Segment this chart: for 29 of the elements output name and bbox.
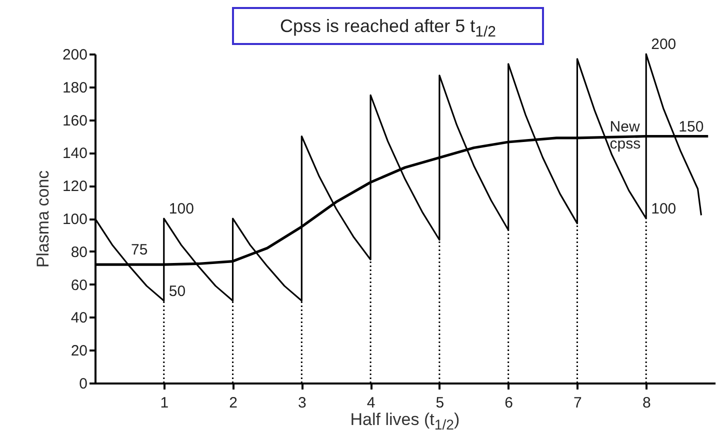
annotation: 100 [651, 200, 676, 218]
y-tick-label: 60 [70, 276, 88, 294]
x-tick-label: 5 [436, 394, 444, 412]
annotation: 200 [651, 36, 676, 53]
x-tick-label: 7 [574, 394, 582, 412]
annotation: 50 [168, 282, 186, 300]
annotation: 75 [131, 242, 148, 259]
y-tick-label: 40 [70, 310, 88, 327]
y-tick-label: 120 [62, 178, 88, 196]
chart-title: Cpss is reached after 5 t$_{1/2}$ [232, 7, 544, 45]
annotation: 150 [678, 118, 704, 136]
y-tick-label: 200 [62, 46, 88, 64]
x-tick-label: 8 [642, 394, 651, 412]
y-tick-label: 100 [62, 211, 88, 228]
y-axis-title: Plasma conc [33, 170, 52, 268]
x-tick-label: 2 [229, 394, 238, 412]
annotation: 100 [168, 200, 194, 218]
y-tick-label: 0 [79, 376, 88, 392]
y-tick-label: 180 [62, 79, 88, 96]
y-tick-label: 80 [70, 244, 88, 261]
y-tick-label: 20 [70, 342, 88, 360]
x-axis-title: Half lives (t$_{1/2}$) [95, 410, 715, 434]
x-tick-label: 6 [504, 394, 514, 412]
y-tick-label: 160 [62, 112, 88, 130]
x-tick-label: 1 [160, 394, 169, 412]
annotation: New cpss [610, 118, 641, 152]
y-tick-label: 140 [62, 145, 88, 162]
x-tick-label: 3 [298, 394, 306, 412]
x-tick-label: 4 [366, 394, 376, 412]
